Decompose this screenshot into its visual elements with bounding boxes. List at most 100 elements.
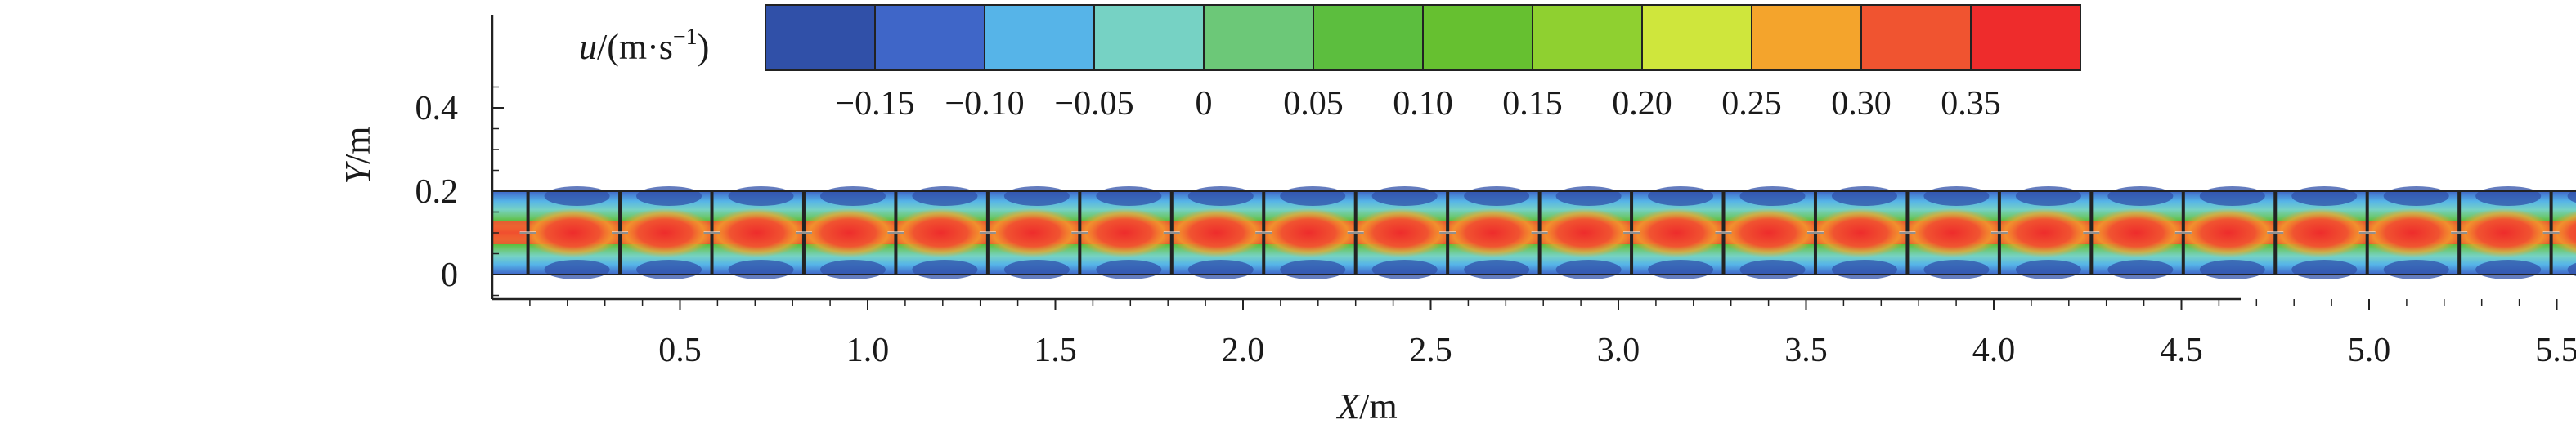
recirculation-bottom xyxy=(2383,260,2449,279)
colorbar-title-close: ) xyxy=(698,27,710,67)
recirculation-bottom xyxy=(912,260,978,279)
recirculation-bottom xyxy=(2567,262,2576,277)
colorbar-tick-label: 0 xyxy=(1196,85,1213,123)
colorbar-cell xyxy=(765,4,876,71)
colorbar-title-sup: −1 xyxy=(673,25,698,50)
jet-blob xyxy=(983,208,1082,257)
colorbar-tick-label: 0.10 xyxy=(1393,85,1453,123)
x-tick-label: 0.5 xyxy=(658,332,702,369)
recirculation-top xyxy=(1739,186,1806,206)
recirculation-top xyxy=(1555,186,1622,206)
recirculation-top xyxy=(544,186,610,206)
x-tick-label: 4.0 xyxy=(1972,332,2016,369)
recirculation-bottom xyxy=(1280,260,1346,279)
recirculation-bottom xyxy=(819,260,886,279)
x-tick-label: 2.0 xyxy=(1222,332,1265,369)
colorbar-tick-label: 0.30 xyxy=(1831,85,1892,123)
colorbar-cell xyxy=(1313,4,1424,71)
recirculation-top xyxy=(2291,186,2358,206)
recirculation-bottom xyxy=(636,260,702,279)
colorbar-cell xyxy=(1860,4,1972,71)
baffle-group xyxy=(519,191,2560,275)
jet-blob xyxy=(2179,208,2278,257)
recirculation-bottom xyxy=(1555,260,1622,279)
colorbar-cell xyxy=(874,4,985,71)
colorbar-cell xyxy=(984,4,1095,71)
axes: 0.51.01.52.02.53.03.54.04.55.05.56.06.5 … xyxy=(415,15,2576,369)
x-tick-label: 1.0 xyxy=(846,332,890,369)
recirculation-top xyxy=(1923,186,1990,206)
y-tick-labels: 0 0.2 0.4 xyxy=(415,90,504,294)
recirculation-top xyxy=(1187,186,1254,206)
recirculation-top xyxy=(1003,186,1070,206)
recirculation-bottom xyxy=(544,260,610,279)
colorbar-title-var: u xyxy=(579,27,597,67)
jet-blob xyxy=(523,208,622,257)
jet-blob xyxy=(707,208,806,257)
recirculation-bottom xyxy=(1187,260,1254,279)
recirculation-top xyxy=(1371,186,1438,206)
recirculation-bottom xyxy=(2015,260,2081,279)
colorbar-cell xyxy=(1203,4,1314,71)
recirculation-top xyxy=(728,186,794,206)
jet-blob xyxy=(1719,208,1818,257)
colorbar-tick-label: −0.05 xyxy=(1054,85,1133,123)
jet-blob xyxy=(1075,208,1174,257)
jet-blob xyxy=(2547,210,2576,256)
y-tick-label: 0 xyxy=(441,257,458,294)
x-tick-labels: 0.51.01.52.02.53.03.54.04.55.05.56.06.5 xyxy=(658,299,2576,369)
recirculation-bottom xyxy=(2107,260,2174,279)
y-axis-label-unit: /m xyxy=(338,127,378,164)
jet-blob xyxy=(799,208,898,257)
recirculation-top xyxy=(912,186,978,206)
recirculation-bottom xyxy=(1003,260,1070,279)
y-tick-label: 0.2 xyxy=(415,173,459,211)
colorbar-tick-label: 0.15 xyxy=(1502,85,1563,123)
colorbar-tick-label: 0.35 xyxy=(1941,85,2001,123)
recirculation-top xyxy=(2015,186,2081,206)
recirculation-bottom xyxy=(1464,260,1530,279)
colorbar-cells xyxy=(765,4,2081,71)
x-tick-label: 2.5 xyxy=(1409,332,1452,369)
recirculation-bottom xyxy=(1923,260,1990,279)
recirculation-bottom xyxy=(2291,260,2358,279)
recirculation-top xyxy=(819,186,886,206)
colorbar-cell xyxy=(1641,4,1752,71)
jet-blob xyxy=(891,208,990,257)
recirculation-bottom xyxy=(1831,260,1897,279)
jet-blob xyxy=(1535,208,1634,257)
recirculation-bottom xyxy=(2199,260,2265,279)
y-axis-label: Y/m xyxy=(338,127,378,185)
recirculation-bottom xyxy=(1739,260,1806,279)
jet-blob xyxy=(1259,208,1358,257)
x-tick-label: 5.5 xyxy=(2535,332,2576,369)
recirculation-top xyxy=(1464,186,1530,206)
colorbar-tick-label: −0.15 xyxy=(835,85,914,123)
colorbar-cell xyxy=(1422,4,1533,71)
recirculation-top xyxy=(1280,186,1346,206)
colorbar-cell xyxy=(1970,4,2081,71)
colorbar-tick-label: −0.10 xyxy=(945,85,1024,123)
jet-blob xyxy=(1995,208,2094,257)
colorbar-tick-label: 0.20 xyxy=(1612,85,1672,123)
y-axis-label-var: Y xyxy=(338,160,378,184)
x-axis-label-unit: /m xyxy=(1359,386,1397,426)
jet-blob xyxy=(2271,208,2370,257)
jet-blob xyxy=(1811,208,1910,257)
recirculation-bottom xyxy=(1096,260,1162,279)
recirculation-top xyxy=(2199,186,2265,206)
colorbar-tick-label: 0.05 xyxy=(1283,85,1344,123)
recirculation-top xyxy=(1096,186,1162,206)
recirculation-bottom xyxy=(1648,260,1714,279)
jet-blob xyxy=(2363,208,2462,257)
y-tick-label: 0.4 xyxy=(415,90,459,127)
jet-blob xyxy=(1443,208,1542,257)
colorbar-title-unit: /(m·s xyxy=(597,27,673,67)
recirculation-top xyxy=(1831,186,1897,206)
jet-blob xyxy=(2455,208,2554,257)
jet-blob xyxy=(1351,208,1450,257)
jet-blob xyxy=(1627,208,1726,257)
colorbar: −0.15 −0.10 −0.05 0 0.05 0.10 0.15 0.20 0.25 0.30… xyxy=(579,4,2081,123)
recirculation-top xyxy=(2383,186,2449,206)
